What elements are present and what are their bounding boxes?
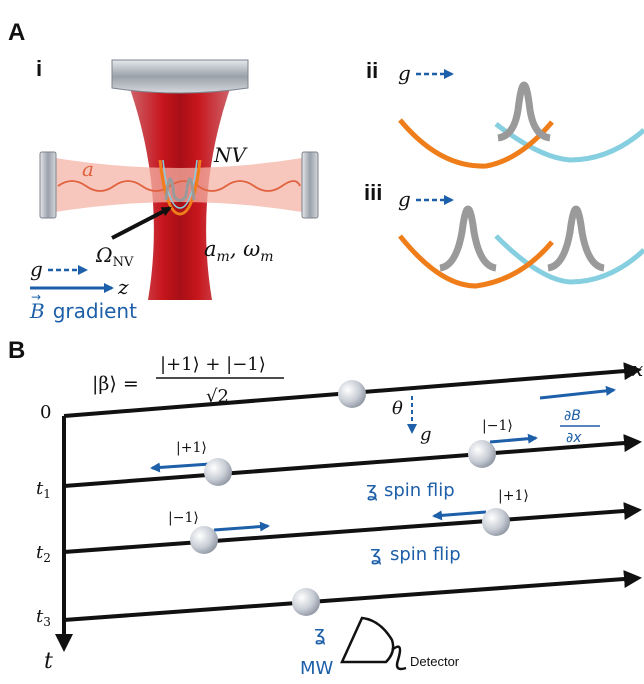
time-1-label: t1	[36, 478, 51, 501]
mw-icon: ʓ	[314, 621, 326, 645]
spin-arrow-left-t2	[432, 510, 487, 521]
b-vector-arrow-glyph: →	[31, 290, 41, 304]
subpanel-iii-label: iii	[364, 180, 382, 205]
spin-flip-icon-1: ʓ	[366, 477, 378, 501]
nv-peaks	[164, 177, 196, 202]
top-lens	[111, 59, 249, 94]
spin-arrow-left-t1	[150, 462, 211, 473]
ket-plus-t2: |+1⟩	[498, 488, 529, 504]
timeline-2	[63, 502, 642, 554]
spin-arrow-right-t1	[489, 433, 538, 444]
z-axis-label: z	[117, 275, 129, 299]
mechanical-mode-label: am, ωm	[204, 237, 274, 265]
state-lhs: |β⟩ =	[92, 373, 139, 395]
timeline-3	[63, 570, 642, 622]
panel-a-label: A	[8, 19, 25, 46]
wavepacket-left-iii	[439, 205, 497, 272]
theta-label: θ	[392, 398, 403, 419]
state-numerator: |+1⟩ + |−1⟩	[160, 354, 266, 375]
particle-t0	[338, 380, 366, 408]
cavity-beam	[55, 158, 302, 212]
subpanel-ii-label: ii	[366, 58, 378, 83]
potential-cyan-iii	[494, 234, 644, 285]
spin-flip-icon-2: ʓ	[370, 541, 382, 565]
right-cavity-mirror	[301, 151, 319, 219]
potential-orange-iii	[398, 234, 554, 289]
cavity-mode-label: a	[82, 157, 94, 181]
wavepacket-right-iii	[547, 205, 605, 272]
panel-b-label: B	[8, 337, 25, 364]
gravity-label-b: g	[420, 424, 432, 445]
ket-minus-t1: |−1⟩	[482, 418, 513, 434]
nv-trap-inner	[162, 159, 198, 209]
nv-label: NV	[213, 143, 249, 167]
gravity-label-ii: g	[398, 61, 411, 85]
time-3-label: t3	[36, 606, 51, 629]
particle-left-t2	[190, 526, 218, 554]
spin-flip-label-1: spin flip	[384, 480, 455, 501]
omega-nv-arrow	[111, 206, 172, 240]
particle-left-t1	[204, 458, 232, 486]
time-axis-label: t	[44, 649, 53, 674]
timeline-1	[63, 434, 642, 488]
spin-flip-label-2: spin flip	[390, 544, 461, 565]
detector-label: Detector	[410, 654, 460, 669]
gravity-label-iii: g	[398, 187, 411, 211]
subpanel-i-label: i	[36, 56, 42, 81]
time-2-label: t2	[36, 542, 51, 565]
field-gradient-arrow	[539, 385, 616, 400]
gravity-label-a: g	[30, 257, 43, 281]
cavity-mode-wave	[57, 180, 301, 192]
potential-orange-ii	[398, 118, 554, 169]
dbdx-numerator: ∂B	[564, 408, 581, 424]
particle-t3	[292, 588, 320, 616]
nv-trap-potential	[158, 159, 202, 216]
left-cavity-mirror	[39, 151, 57, 219]
ket-plus-t1: |+1⟩	[176, 440, 207, 456]
wavepacket-ii	[497, 81, 551, 142]
particle-right-t1	[468, 440, 496, 468]
ket-minus-t2: |−1⟩	[168, 510, 199, 526]
potential-cyan-ii	[494, 122, 644, 163]
detector-icon	[340, 616, 407, 671]
spin-arrow-right-t2	[213, 521, 270, 532]
particle-right-t2	[482, 508, 510, 536]
x-axis-label: x	[632, 357, 643, 381]
dbdx-denominator: ∂x	[566, 430, 582, 446]
time-0-label: 0	[40, 402, 51, 423]
mw-label: MW	[300, 658, 334, 679]
omega-nv-label: ΩNV	[95, 243, 134, 270]
